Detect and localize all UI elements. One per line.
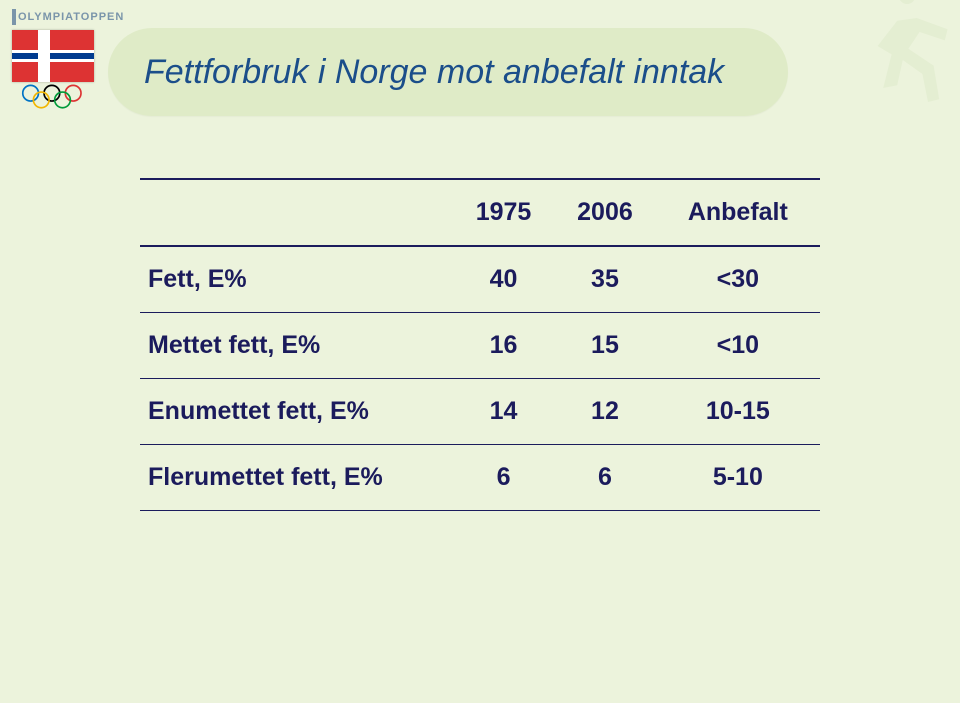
row-label: Mettet fett, E% — [140, 313, 453, 379]
col-anbefalt: Anbefalt — [656, 179, 820, 246]
table-row: Flerumettet fett, E% 6 6 5-10 — [140, 445, 820, 511]
col-2006: 2006 — [554, 179, 655, 246]
cell: 12 — [554, 379, 655, 445]
cell: 10-15 — [656, 379, 820, 445]
cell: 16 — [453, 313, 554, 379]
row-label: Flerumettet fett, E% — [140, 445, 453, 511]
page-title: Fettforbruk i Norge mot anbefalt inntak — [144, 53, 724, 92]
row-label: Fett, E% — [140, 246, 453, 313]
brand-logo-text: OLYMPIATOPPEN — [18, 11, 124, 23]
runner-watermark-icon — [830, 0, 960, 130]
col-1975: 1975 — [453, 179, 554, 246]
data-table: 1975 2006 Anbefalt Fett, E% 40 35 <30 Me… — [140, 178, 820, 511]
brand-logo-bar — [12, 9, 16, 25]
cell: 14 — [453, 379, 554, 445]
title-banner: Fettforbruk i Norge mot anbefalt inntak — [108, 28, 788, 116]
row-label: Enumettet fett, E% — [140, 379, 453, 445]
cell: 6 — [453, 445, 554, 511]
cell: 35 — [554, 246, 655, 313]
olympic-rings-icon — [16, 82, 90, 110]
table-row: Fett, E% 40 35 <30 — [140, 246, 820, 313]
cell: 5-10 — [656, 445, 820, 511]
cell: <30 — [656, 246, 820, 313]
cell: 6 — [554, 445, 655, 511]
table-row: Enumettet fett, E% 14 12 10-15 — [140, 379, 820, 445]
table-row: Mettet fett, E% 16 15 <10 — [140, 313, 820, 379]
brand-logo: OLYMPIATOPPEN — [12, 8, 150, 26]
table-header-row: 1975 2006 Anbefalt — [140, 179, 820, 246]
cell: <10 — [656, 313, 820, 379]
flag-and-rings — [12, 30, 94, 112]
cell: 40 — [453, 246, 554, 313]
cell: 15 — [554, 313, 655, 379]
norway-flag-icon — [12, 30, 94, 82]
